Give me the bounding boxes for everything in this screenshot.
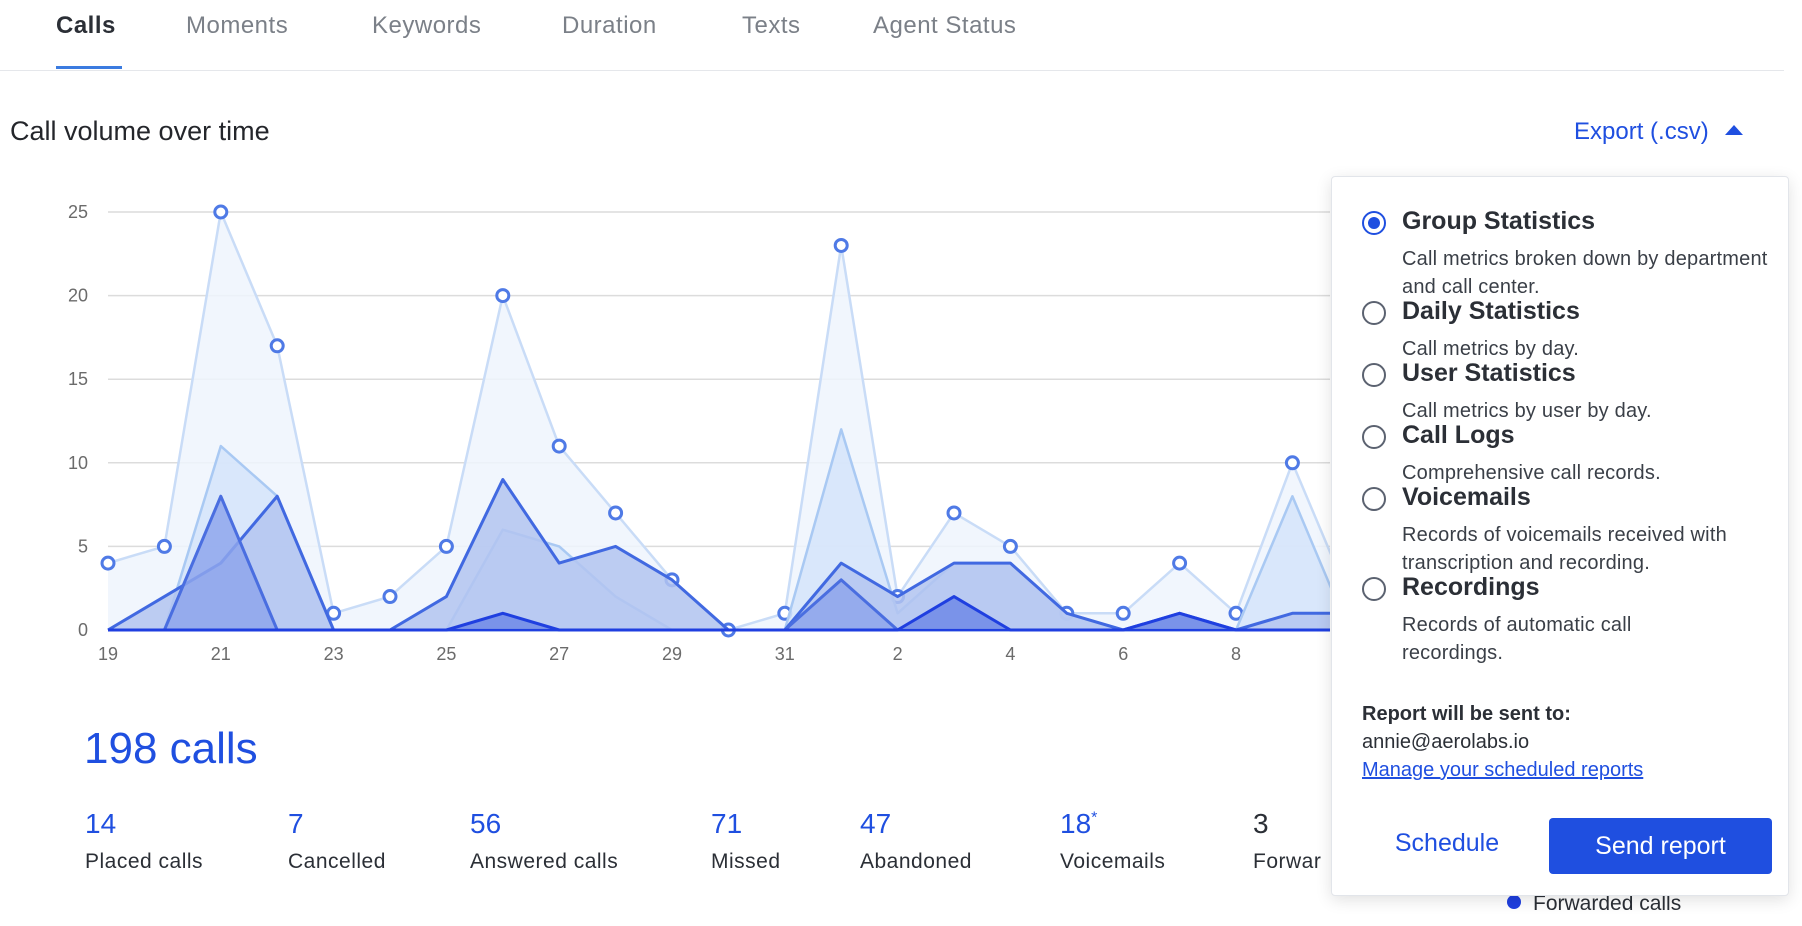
option-title: Voicemails [1402, 483, 1531, 511]
stat-missed: 71 Missed [711, 808, 781, 874]
export-csv-button[interactable]: Export (.csv) [1574, 118, 1743, 146]
stat-value: 18* [1060, 808, 1165, 840]
stat-label: Answered calls [470, 850, 619, 873]
radio-checked-icon[interactable] [1362, 211, 1386, 235]
tab-calls[interactable]: Calls [56, 12, 116, 39]
total-calls: 198 calls [84, 724, 258, 773]
stat-value: 56 [470, 808, 502, 839]
option-description: Call metrics by day. [1402, 338, 1580, 360]
export-label: Export (.csv) [1574, 118, 1709, 145]
stat-value: 3 [1253, 808, 1269, 839]
data-point [946, 505, 962, 521]
stat-cancelled: 7 Cancelled [288, 808, 386, 874]
y-tick-label: 10 [68, 453, 88, 473]
option-title: User Statistics [1402, 359, 1576, 387]
series-area [108, 596, 1330, 630]
stat-answered-calls: 56 Answered calls [470, 808, 618, 874]
x-tick-label: 19 [98, 644, 118, 664]
data-point [1002, 538, 1018, 554]
stat-value: 7 [288, 808, 304, 839]
x-tick-label: 2 [893, 644, 903, 664]
option-description: Records of voicemails received with tran… [1402, 524, 1727, 574]
tab-keywords[interactable]: Keywords [372, 12, 482, 39]
data-point [833, 237, 849, 253]
tab-agent-status[interactable]: Agent Status [873, 12, 1017, 39]
option-title: Recordings [1402, 573, 1540, 601]
active-tab-indicator [56, 66, 122, 69]
data-point [213, 204, 229, 220]
caret-up-icon [1724, 124, 1743, 135]
x-tick-label: 4 [1005, 644, 1015, 664]
x-tick-label: 29 [662, 644, 682, 664]
data-point [438, 538, 454, 554]
stat-value: 71 [711, 808, 743, 839]
stat-value: 14 [85, 808, 117, 839]
data-point [156, 538, 172, 554]
data-point [269, 338, 285, 354]
x-tick-label: 31 [775, 644, 795, 664]
legend-dot-icon [1507, 895, 1521, 910]
series-area [108, 496, 1330, 630]
x-tick-label: 21 [211, 644, 231, 664]
x-tick-label: 27 [549, 644, 569, 664]
data-point [1172, 555, 1188, 571]
radio-icon[interactable] [1362, 487, 1386, 511]
stat-abandoned: 47 Abandoned [860, 808, 972, 874]
legend-forwarded-calls: Forwarded calls [1507, 892, 1681, 916]
y-tick-label: 20 [68, 286, 88, 306]
radio-icon[interactable] [1362, 577, 1386, 601]
call-volume-chart: 0 5 10 15 20 25 19 21 23 25 27 29 31 2 4 6 8 [68, 202, 1330, 664]
x-tick-label: 6 [1118, 644, 1128, 664]
x-tick-label: 25 [436, 644, 456, 664]
manage-scheduled-reports-link[interactable]: Manage your scheduled reports [1362, 759, 1644, 781]
stat-value: 47 [860, 808, 892, 839]
export-dropdown-panel: Group Statistics Call metrics broken dow… [1331, 176, 1789, 896]
y-tick-label: 0 [78, 620, 88, 640]
option-title: Group Statistics [1402, 207, 1596, 235]
radio-icon[interactable] [1362, 301, 1386, 325]
stat-forwarded: 3 Forwar [1253, 808, 1321, 874]
option-description: Comprehensive call records. [1402, 462, 1661, 484]
stat-label: Abandoned [860, 850, 972, 873]
stat-label: Cancelled [288, 850, 386, 873]
option-description: Records of automatic call recordings. [1402, 614, 1632, 664]
y-tick-label: 5 [78, 536, 88, 556]
data-point [1284, 455, 1300, 471]
schedule-button[interactable]: Schedule [1372, 815, 1522, 871]
data-point [382, 589, 398, 605]
legend-label: Forwarded calls [1533, 892, 1682, 915]
radio-icon[interactable] [1362, 363, 1386, 387]
y-tick-label: 15 [68, 369, 88, 389]
chart-title: Call volume over time [10, 116, 270, 146]
send-report-button[interactable]: Send report [1549, 818, 1772, 874]
send-to-label: Report will be sent to: [1362, 703, 1571, 725]
x-tick-label: 8 [1231, 644, 1241, 664]
tab-moments[interactable]: Moments [186, 12, 289, 39]
stat-label: Placed calls [85, 850, 204, 873]
stat-placed-calls: 14 Placed calls [85, 808, 203, 874]
series-area [108, 479, 1330, 630]
tab-texts[interactable]: Texts [742, 12, 801, 39]
tab-bar: Calls Moments Keywords Duration Texts Ag… [0, 0, 1784, 71]
option-description: Call metrics by user by day. [1402, 400, 1652, 422]
stat-label: Missed [711, 850, 781, 873]
data-point [100, 555, 116, 571]
data-point [608, 505, 624, 521]
tab-duration[interactable]: Duration [562, 12, 657, 39]
option-description: Call metrics broken down by department a… [1402, 248, 1768, 298]
option-title: Call Logs [1402, 421, 1515, 449]
stat-label: Voicemails [1060, 850, 1166, 873]
data-point [1115, 605, 1131, 621]
stat-number: 18 [1060, 808, 1092, 839]
stat-label: Forwar [1253, 850, 1322, 873]
data-point [495, 288, 511, 304]
option-title: Daily Statistics [1402, 297, 1580, 325]
stat-voicemails: 18* Voicemails [1060, 808, 1165, 874]
recipient-email: annie@aerolabs.io [1362, 731, 1530, 753]
y-tick-label: 25 [68, 202, 88, 222]
asterisk-note: * [1091, 809, 1098, 827]
radio-icon[interactable] [1362, 425, 1386, 449]
data-point [551, 438, 567, 454]
x-tick-label: 23 [324, 644, 344, 664]
